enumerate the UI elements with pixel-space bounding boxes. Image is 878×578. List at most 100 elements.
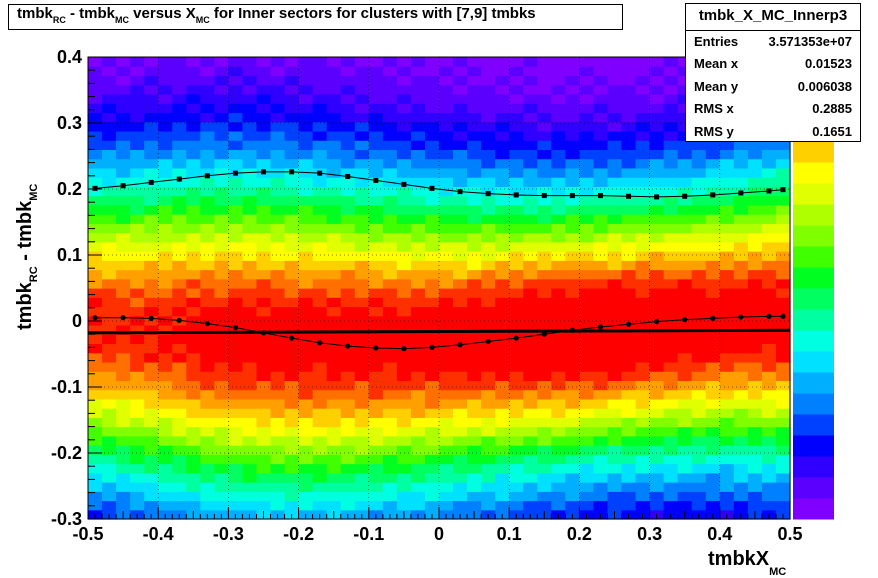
- y-tick-label: 0.3: [57, 113, 82, 133]
- heatmap-cell: [635, 500, 651, 511]
- heatmap-cell: [298, 472, 314, 483]
- heatmap-cell: [158, 158, 173, 169]
- heatmap-cell: [102, 361, 117, 372]
- heatmap-cell: [284, 241, 300, 252]
- heatmap-cell: [467, 334, 482, 345]
- heatmap-cell: [677, 472, 693, 483]
- heatmap-cell: [270, 463, 286, 474]
- heatmap-cell: [340, 426, 356, 437]
- heatmap-cell: [439, 380, 454, 391]
- heatmap-cell: [396, 463, 412, 474]
- heatmap-cell: [495, 130, 510, 141]
- heatmap-cell: [649, 398, 665, 409]
- heatmap-cell: [242, 75, 258, 86]
- heatmap-cell: [368, 158, 384, 169]
- heatmap-cell: [284, 297, 300, 308]
- heatmap-cell: [102, 482, 117, 492]
- heatmap-cell: [537, 278, 552, 289]
- heatmap-cell: [523, 84, 538, 95]
- heatmap-cell: [579, 472, 595, 483]
- heatmap-cell: [228, 214, 244, 224]
- heatmap-cell: [565, 408, 580, 418]
- heatmap-cell: [312, 426, 328, 437]
- heatmap-cell: [326, 491, 342, 502]
- heatmap-cell: [172, 93, 187, 104]
- heatmap-cell: [719, 389, 735, 400]
- heatmap-cell: [116, 66, 131, 77]
- heatmap-cell: [635, 158, 651, 169]
- heatmap-cell: [186, 167, 201, 178]
- heatmap-cell: [130, 103, 145, 114]
- heatmap-cell: [256, 500, 272, 511]
- heatmap-cell: [144, 158, 159, 169]
- mean-point: [780, 313, 786, 319]
- heatmap-cell: [158, 260, 173, 271]
- heatmap-cell: [551, 445, 566, 455]
- heatmap-cell: [621, 130, 637, 141]
- heatmap-cell: [368, 232, 384, 243]
- heatmap-cell: [677, 297, 693, 308]
- heatmap-cell: [312, 288, 328, 298]
- heatmap-cell: [326, 306, 342, 317]
- heatmap-cell: [200, 380, 215, 391]
- heatmap-cell: [607, 204, 623, 215]
- heatmap-cell: [677, 500, 693, 511]
- heatmap-cell: [607, 167, 623, 178]
- heatmap-cell: [481, 177, 496, 187]
- heatmap-cell: [579, 149, 595, 160]
- heatmap-cell: [551, 278, 566, 289]
- heatmap-cell: [467, 398, 482, 409]
- heatmap-cell: [495, 112, 510, 123]
- heatmap-cell: [256, 463, 272, 474]
- heatmap-cell: [467, 121, 482, 132]
- heatmap-cell: [424, 93, 440, 104]
- heatmap-cell: [340, 140, 356, 150]
- heatmap-cell: [382, 426, 398, 437]
- heatmap-cell: [382, 103, 398, 114]
- heatmap-cell: [453, 417, 468, 428]
- mean-point: [373, 345, 379, 351]
- heatmap-cell: [200, 315, 215, 326]
- heatmap-cell: [116, 315, 131, 326]
- heatmap-cell: [130, 195, 145, 206]
- heatmap-cell: [579, 195, 595, 206]
- heatmap-cell: [130, 417, 145, 428]
- heatmap-cell: [593, 389, 609, 400]
- heatmap-cell: [537, 112, 552, 123]
- heatmap-cell: [481, 343, 496, 354]
- heatmap-cell: [537, 140, 552, 150]
- heatmap-cell: [256, 140, 272, 150]
- heatmap-cell: [775, 343, 791, 354]
- heatmap-cell: [495, 288, 510, 298]
- heatmap-cell: [326, 84, 342, 95]
- heatmap-cell: [523, 491, 538, 502]
- profile-overlays: [87, 169, 791, 352]
- heatmap-cell: [607, 66, 623, 77]
- heatmap-cell: [102, 352, 117, 363]
- heatmap-cell: [439, 195, 454, 206]
- heatmap-cell: [523, 241, 538, 252]
- heatmap-cell: [270, 214, 286, 224]
- heatmap-cell: [144, 140, 159, 150]
- heatmap-cell: [88, 417, 103, 428]
- heatmap-cell: [705, 177, 721, 187]
- heatmap-cell: [635, 435, 651, 446]
- heatmap-cell: [523, 361, 538, 372]
- mean-point: [654, 319, 660, 325]
- heatmap-cell: [537, 297, 552, 308]
- heatmap-cell: [719, 435, 735, 446]
- heatmap-cell: [284, 288, 300, 298]
- heatmap-cell: [340, 417, 356, 428]
- heatmap-cell: [593, 103, 609, 114]
- heatmap-cell: [214, 380, 229, 391]
- heatmap-cell: [144, 121, 159, 132]
- heatmap-cell: [733, 297, 749, 308]
- heatmap-cell: [88, 500, 103, 511]
- heatmap-cell: [382, 204, 398, 215]
- heatmap-cell: [663, 57, 679, 67]
- heatmap-cell: [537, 158, 552, 169]
- heatmap-cell: [537, 500, 552, 511]
- heatmap-cell: [270, 241, 286, 252]
- heatmap-cell: [340, 315, 356, 326]
- heatmap-cell: [593, 472, 609, 483]
